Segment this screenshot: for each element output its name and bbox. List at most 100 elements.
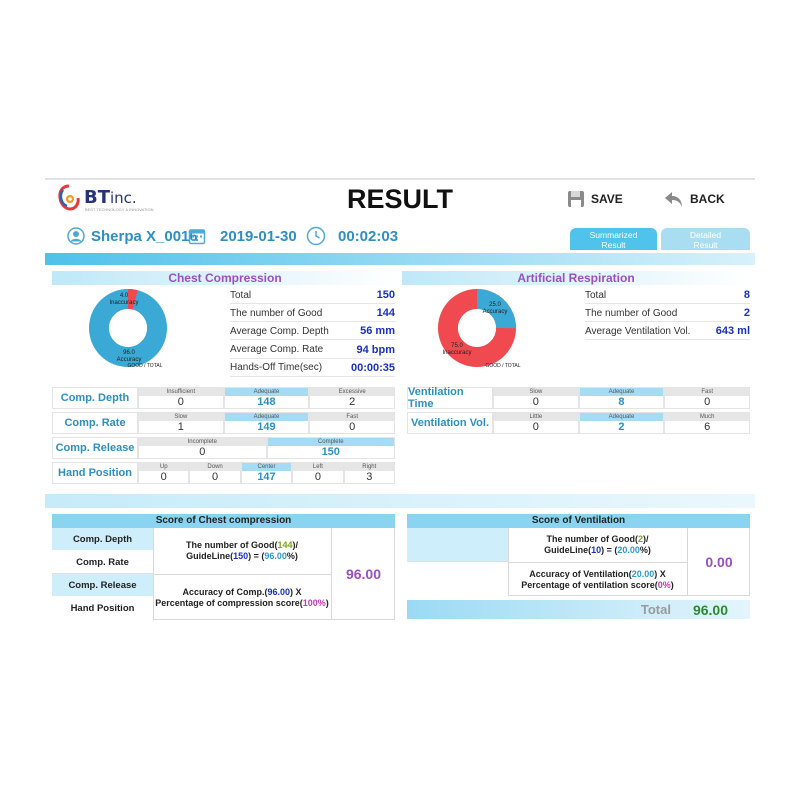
ventilation-score-value: 0.00 — [705, 554, 733, 570]
detail-cell: Adequate 2 — [578, 412, 665, 434]
stat-value: 00:00:35 — [350, 361, 395, 374]
total-score-bar: Total 96.00 — [407, 600, 750, 619]
detail-cell: Much 6 — [664, 412, 750, 434]
score-band — [45, 494, 755, 508]
stat-value: 144 — [376, 307, 395, 320]
detail-cell-header: Fast — [310, 413, 394, 421]
stat-row: Average Comp. Depth 56 mm — [230, 323, 395, 341]
score-row-label: Comp. Release — [52, 574, 153, 597]
tab-label: Result — [693, 240, 718, 250]
detail-cell-header: Much — [665, 413, 749, 421]
back-button[interactable]: BACK — [664, 190, 725, 208]
save-icon — [568, 191, 584, 207]
user-info: Sherpa X_0016 — [67, 224, 198, 248]
resp-inaccuracy-label: 75.0 Inaccuracy — [442, 343, 472, 356]
total-value: 96.00 — [692, 601, 728, 618]
chest-compression-header: Chest Compression — [52, 271, 398, 285]
calendar-icon — [188, 229, 206, 245]
company-logo: BTinc. BEST TECHNOLOGY & INNOVATION — [57, 180, 154, 214]
detail-cell-value: 150 — [321, 446, 340, 458]
detail-cell-value: 2 — [349, 396, 356, 408]
detail-cell-header: Complete — [267, 438, 394, 446]
tab-summarized-result[interactable]: Summarized Result — [570, 228, 657, 250]
ventilation-side-cell — [407, 562, 508, 596]
detail-cell: Left 0 — [292, 462, 344, 484]
stat-label: Average Comp. Rate — [230, 344, 324, 356]
logo-wordmark: BTinc. — [84, 186, 137, 208]
detail-cell-header: Insufficient — [139, 388, 223, 396]
vent-accuracy-formula: Accuracy of Ventilation(20.00) X Percent… — [521, 568, 674, 590]
detail-cell-header: Down — [190, 463, 240, 471]
detail-cell-header: Slow — [139, 413, 223, 421]
stat-value: 150 — [376, 289, 395, 301]
detail-cell-value: 0 — [212, 471, 219, 483]
stat-value: 643 ml — [715, 325, 750, 338]
resp-accuracy-label: 25.0 Accuracy — [482, 302, 508, 315]
tab-label: Summarized — [589, 230, 638, 240]
stat-row: Total 150 — [230, 287, 395, 304]
stat-label: Total — [230, 289, 252, 301]
logo-mark-icon — [57, 182, 81, 212]
stat-value: 94 bpm — [356, 343, 395, 356]
donut-good-segment — [438, 289, 516, 367]
detail-cell-value: 3 — [366, 471, 373, 483]
stat-row: The number of Good 2 — [585, 305, 750, 323]
time-info: 00:02:03 — [306, 224, 398, 248]
detail-cell: Fast 0 — [664, 387, 750, 409]
score-row-label: Hand Position — [52, 597, 153, 620]
detail-cell-value: 0 — [160, 471, 167, 483]
page-title: RESULT — [347, 184, 453, 214]
chest-score-title: Score of Chest compression — [52, 514, 395, 528]
stat-row: Total 8 — [585, 287, 750, 304]
chest-inaccuracy-label: 4.0 Inaccuracy — [109, 293, 139, 306]
detail-cell-value: 148 — [257, 396, 276, 408]
ventilation-side-cell — [407, 528, 508, 562]
chest-accuracy-formula: Accuracy of Comp.(96.00) X Percentage of… — [155, 586, 329, 608]
detail-row-label: Comp. Rate — [52, 412, 138, 434]
vent-good-ratio-formula: The number of Good(2)/ GuideLine(10) = (… — [544, 534, 651, 555]
clock-icon — [306, 226, 326, 246]
donut-bad-segment — [89, 289, 167, 367]
detail-cell-value: 0 — [532, 396, 539, 408]
detail-cell-value: 0 — [532, 421, 539, 433]
detail-cell: Incomplete 0 — [138, 437, 267, 459]
tab-label: Result — [601, 240, 626, 250]
detail-cell: Little 0 — [493, 412, 579, 434]
detail-cell-header: Up — [139, 463, 189, 471]
detail-cell-value: 149 — [257, 421, 276, 433]
detail-cell-header: Adequate — [579, 388, 664, 396]
save-button[interactable]: SAVE — [567, 190, 623, 208]
detail-cell-header: Little — [494, 413, 578, 421]
detail-cell: Up 0 — [138, 462, 190, 484]
detail-cell-value: 0 — [199, 446, 206, 458]
detail-cell-header: Excessive — [310, 388, 394, 396]
detail-cell-header: Fast — [665, 388, 749, 396]
session-date: 2019-01-30 — [220, 227, 297, 245]
stat-row: Hands-Off Time(sec) 00:00:35 — [230, 360, 395, 377]
detail-cell-value: 0 — [349, 421, 356, 433]
chest-donut-legend: GOOD / TOTAL — [127, 363, 163, 369]
stat-value: 8 — [743, 289, 750, 301]
donut-hole — [109, 309, 147, 347]
user-icon — [67, 227, 85, 245]
detail-row-label: Comp. Depth — [52, 387, 138, 409]
detail-row-label: Hand Position — [52, 462, 138, 484]
detail-cell-header: Incomplete — [139, 438, 266, 446]
chest-score-value: 96.00 — [345, 566, 382, 582]
save-label: SAVE — [591, 192, 623, 206]
detail-cell-value: 0 — [177, 396, 184, 408]
detail-cell: Excessive 2 — [309, 387, 395, 409]
tab-label: Detailed — [689, 230, 722, 240]
date-info: 2019-01-30 — [188, 224, 297, 248]
detail-row-label: Ventilation Time — [407, 386, 493, 410]
stat-label: Average Ventilation Vol. — [585, 325, 691, 337]
detail-cell: Slow 1 — [138, 412, 224, 434]
stat-label: Hands-Off Time(sec) — [230, 362, 323, 374]
detail-cell-value: 2 — [618, 421, 625, 433]
detail-row-label: Ventilation Vol. — [407, 412, 493, 434]
stat-value: 56 mm — [360, 325, 395, 338]
stat-label: The number of Good — [585, 307, 678, 319]
stat-label: Average Comp. Depth — [230, 325, 329, 337]
detail-cell: Center 147 — [240, 462, 293, 484]
tab-detailed-result[interactable]: Detailed Result — [661, 228, 750, 250]
